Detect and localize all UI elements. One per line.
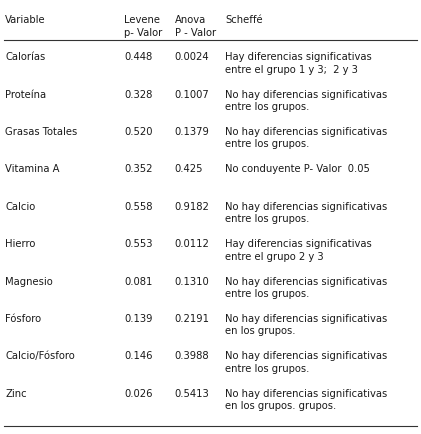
Text: 0.146: 0.146 — [124, 351, 153, 361]
Text: Hay diferencias significativas
entre el grupo 2 y 3: Hay diferencias significativas entre el … — [225, 239, 372, 261]
Text: No hay diferencias significativas
entre los grupos.: No hay diferencias significativas entre … — [225, 127, 387, 149]
Text: 0.0112: 0.0112 — [175, 239, 210, 249]
Text: No hay diferencias significativas
entre los grupos.: No hay diferencias significativas entre … — [225, 276, 387, 298]
Text: Grasas Totales: Grasas Totales — [5, 127, 77, 137]
Text: Calorías: Calorías — [5, 52, 45, 62]
Text: Anova
P - Valor: Anova P - Valor — [175, 15, 216, 38]
Text: 0.352: 0.352 — [124, 164, 153, 174]
Text: Calcio: Calcio — [5, 201, 35, 211]
Text: 0.3988: 0.3988 — [175, 351, 209, 361]
Text: Vitamina A: Vitamina A — [5, 164, 59, 174]
Text: 0.1310: 0.1310 — [175, 276, 210, 286]
Text: No hay diferencias significativas
en los grupos.: No hay diferencias significativas en los… — [225, 313, 387, 335]
Text: 0.9182: 0.9182 — [175, 201, 210, 211]
Text: Fósforo: Fósforo — [5, 313, 41, 323]
Text: Zinc: Zinc — [5, 388, 27, 398]
Text: 0.081: 0.081 — [124, 276, 152, 286]
Text: Variable: Variable — [5, 15, 45, 25]
Text: Hay diferencias significativas
entre el grupo 1 y 3;  2 y 3: Hay diferencias significativas entre el … — [225, 52, 372, 74]
Text: Calcio/Fósforo: Calcio/Fósforo — [5, 351, 75, 361]
Text: Levene
p- Valor: Levene p- Valor — [124, 15, 163, 38]
Text: No hay diferencias significativas
en los grupos. grupos.: No hay diferencias significativas en los… — [225, 388, 387, 410]
Text: 0.448: 0.448 — [124, 52, 152, 62]
Text: 0.558: 0.558 — [124, 201, 153, 211]
Text: 0.328: 0.328 — [124, 89, 152, 99]
Text: 0.0024: 0.0024 — [175, 52, 209, 62]
Text: Hierro: Hierro — [5, 239, 35, 249]
Text: 0.1007: 0.1007 — [175, 89, 210, 99]
Text: No hay diferencias significativas
entre los grupos.: No hay diferencias significativas entre … — [225, 89, 387, 112]
Text: 0.139: 0.139 — [124, 313, 153, 323]
Text: No hay diferencias significativas
entre los grupos.: No hay diferencias significativas entre … — [225, 351, 387, 373]
Text: Scheffé: Scheffé — [225, 15, 263, 25]
Text: 0.425: 0.425 — [175, 164, 203, 174]
Text: 0.5413: 0.5413 — [175, 388, 210, 398]
Text: 0.1379: 0.1379 — [175, 127, 210, 137]
Text: 0.2191: 0.2191 — [175, 313, 210, 323]
Text: 0.520: 0.520 — [124, 127, 153, 137]
Text: 0.553: 0.553 — [124, 239, 153, 249]
Text: Proteína: Proteína — [5, 89, 46, 99]
Text: No hay diferencias significativas
entre los grupos.: No hay diferencias significativas entre … — [225, 201, 387, 224]
Text: No conduyente P- Valor  0.05: No conduyente P- Valor 0.05 — [225, 164, 370, 174]
Text: Magnesio: Magnesio — [5, 276, 53, 286]
Text: 0.026: 0.026 — [124, 388, 153, 398]
